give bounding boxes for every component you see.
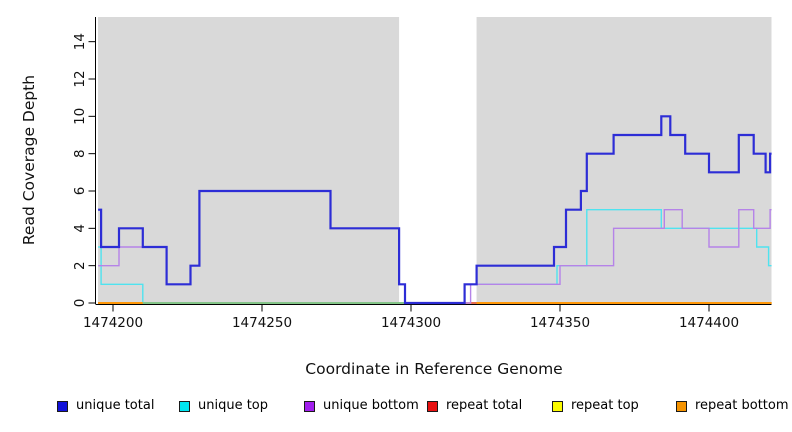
axes (88, 17, 772, 312)
y-tick-label: 10 (72, 108, 88, 125)
x-tick-label: 1474200 (83, 315, 143, 331)
y-tick-label: 14 (72, 33, 88, 50)
y-tick-label: 6 (72, 187, 88, 196)
y-tick-label: 12 (72, 70, 88, 87)
y-tick-label: 2 (72, 261, 88, 270)
x-tick-label: 1474400 (679, 315, 739, 331)
x-tick-label: 1474300 (381, 315, 441, 331)
no-data-band (399, 17, 477, 303)
y-axis-title: Read Coverage Depth (20, 74, 38, 246)
x-tick-label: 1474350 (530, 315, 590, 331)
x-tick-labels: 1474200 1474250 1474300 1474350 1474400 (83, 315, 739, 331)
series-unique-total (98, 115, 772, 305)
x-tick-label: 1474250 (232, 315, 292, 331)
x-axis-title: Coordinate in Reference Genome (305, 360, 563, 378)
y-tick-label: 8 (72, 149, 88, 158)
y-tick-labels: 0 2 4 6 8 10 12 14 (72, 33, 88, 307)
y-tick-label: 4 (72, 224, 88, 233)
y-tick-label: 0 (72, 299, 88, 308)
